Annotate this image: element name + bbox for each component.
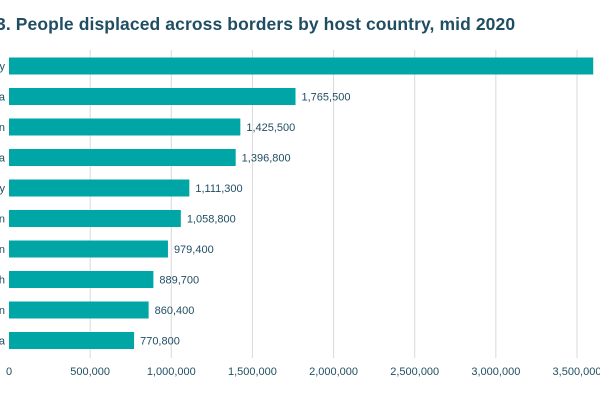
x-tick-label: 1,000,000 bbox=[147, 366, 196, 378]
category-label: Colombia bbox=[0, 92, 6, 104]
category-labels: Turkey Colombia Pakistan Uganda Germany Sudan… bbox=[0, 61, 6, 348]
x-axis-ticks: 0 500,000 1,000,000 1,500,000 2,000,000 2,500… bbox=[6, 366, 600, 378]
data-label: 860,400 bbox=[155, 305, 195, 317]
category-label: Lebanon bbox=[0, 244, 5, 256]
category-label: Sudan bbox=[0, 214, 5, 226]
category-label: Turkey bbox=[0, 61, 5, 73]
data-label: 1,765,500 bbox=[302, 92, 351, 104]
x-tick-label: 1,500,000 bbox=[228, 366, 277, 378]
bar bbox=[9, 149, 236, 166]
category-label: Pakistan bbox=[0, 122, 5, 134]
category-label: Iran bbox=[0, 305, 5, 317]
data-label: 770,800 bbox=[140, 336, 180, 348]
category-label: Germany bbox=[0, 183, 5, 195]
bar bbox=[9, 88, 296, 105]
bar bbox=[9, 332, 135, 349]
category-label: Uganda bbox=[0, 153, 6, 165]
data-label: 889,700 bbox=[159, 275, 199, 287]
x-tick-label: 2,000,000 bbox=[309, 366, 358, 378]
bar bbox=[9, 179, 190, 197]
data-label: 1,396,800 bbox=[242, 153, 291, 165]
bar bbox=[9, 118, 241, 136]
x-tick-label: 3,000,000 bbox=[471, 366, 520, 378]
bars bbox=[9, 57, 594, 349]
x-tick-label: 500,000 bbox=[70, 366, 110, 378]
data-label: 979,400 bbox=[174, 244, 214, 256]
data-label: 1,425,500 bbox=[246, 122, 295, 134]
data-label: 1,058,800 bbox=[187, 214, 236, 226]
data-labels: 1,765,500 1,425,500 1,396,800 1,111,300 1,05… bbox=[140, 92, 350, 348]
x-tick-label: 0 bbox=[6, 366, 12, 378]
chart-title: 3. People displaced across borders by ho… bbox=[0, 14, 516, 34]
bar bbox=[9, 301, 149, 319]
x-tick-label: 2,500,000 bbox=[390, 366, 439, 378]
data-label: 1,111,300 bbox=[195, 183, 242, 195]
bar bbox=[9, 271, 154, 288]
category-label: Ethiopia bbox=[0, 336, 6, 348]
x-tick-label: 3,500,000 bbox=[553, 366, 600, 378]
bar bbox=[9, 57, 594, 75]
bar bbox=[9, 240, 168, 258]
bar bbox=[9, 210, 181, 227]
category-label: Bangladesh bbox=[0, 275, 5, 287]
